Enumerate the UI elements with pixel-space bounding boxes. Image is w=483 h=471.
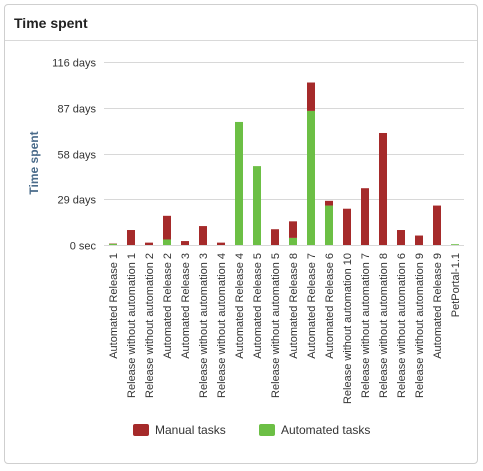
- y-tick-label: 87 days: [57, 104, 96, 116]
- bar-manual-tasks[interactable]: [289, 221, 297, 238]
- x-tick-label: Automated Release 7: [306, 253, 318, 359]
- x-tick-label: Release without automation 2: [144, 253, 156, 398]
- y-axis-label: Time spent: [27, 131, 41, 194]
- bar-manual-tasks[interactable]: [307, 83, 315, 111]
- y-tick-label: 58 days: [57, 150, 96, 162]
- bar-automated-tasks[interactable]: [289, 238, 297, 245]
- bar-manual-tasks[interactable]: [217, 243, 225, 245]
- bar-automated-tasks[interactable]: [307, 111, 315, 245]
- bar-manual-tasks[interactable]: [127, 230, 135, 245]
- bars: [109, 83, 459, 245]
- y-tick-label: 0 sec: [70, 241, 97, 253]
- legend: Manual tasks Automated tasks: [133, 423, 370, 437]
- y-tick-label: 29 days: [57, 195, 96, 207]
- bar-automated-tasks[interactable]: [451, 244, 459, 245]
- y-axis-ticks: 0 sec 29 days 58 days 87 days 116 days: [52, 58, 96, 253]
- x-axis-ticks: Automated Release 1 Release without autom…: [108, 253, 462, 404]
- x-tick-label: Release without automation 4: [216, 253, 228, 398]
- bar-manual-tasks[interactable]: [397, 230, 405, 245]
- x-tick-label: Release without automation 6: [396, 253, 408, 398]
- x-tick-label: Release without automation 9: [414, 253, 426, 398]
- legend-item[interactable]: Manual tasks: [155, 423, 226, 437]
- x-tick-label: Automated Release 5: [252, 253, 264, 359]
- x-tick-label: Automated Release 1: [108, 253, 120, 359]
- grid-lines: [104, 63, 464, 246]
- x-tick-label: Release without automation 7: [360, 253, 372, 398]
- bar-manual-tasks[interactable]: [325, 201, 333, 206]
- bar-automated-tasks[interactable]: [325, 206, 333, 245]
- x-tick-label: PetPortal-1.1: [450, 253, 462, 317]
- bar-manual-tasks[interactable]: [163, 216, 171, 240]
- bar-manual-tasks[interactable]: [199, 226, 207, 245]
- x-tick-label: Release without automation 10: [342, 253, 354, 404]
- x-tick-label: Automated Release 3: [180, 253, 192, 359]
- bar-automated-tasks[interactable]: [163, 239, 171, 245]
- x-tick-label: Automated Release 6: [324, 253, 336, 359]
- bar-manual-tasks[interactable]: [361, 188, 369, 245]
- bar-manual-tasks[interactable]: [343, 209, 351, 245]
- x-tick-label: Release without automation 5: [270, 253, 282, 398]
- x-tick-label: Automated Release 4: [234, 253, 246, 359]
- legend-item[interactable]: Automated tasks: [281, 423, 370, 437]
- bar-automated-tasks[interactable]: [109, 244, 117, 245]
- x-tick-label: Release without automation 3: [198, 253, 210, 398]
- legend-swatch[interactable]: [259, 424, 275, 436]
- bar-automated-tasks[interactable]: [235, 122, 243, 245]
- bar-manual-tasks[interactable]: [145, 243, 153, 245]
- bar-manual-tasks[interactable]: [379, 133, 387, 245]
- legend-swatch[interactable]: [133, 424, 149, 436]
- x-tick-label: Automated Release 8: [288, 253, 300, 359]
- bar-manual-tasks[interactable]: [433, 206, 441, 245]
- bar-manual-tasks[interactable]: [415, 236, 423, 245]
- bar-manual-tasks[interactable]: [271, 229, 279, 245]
- y-tick-label: 116 days: [52, 58, 96, 70]
- x-tick-label: Release without automation 1: [126, 253, 138, 398]
- x-tick-label: Release without automation 8: [378, 253, 390, 398]
- x-tick-label: Automated Release 2: [162, 253, 174, 359]
- x-tick-label: Automated Release 9: [432, 253, 444, 359]
- bar-manual-tasks[interactable]: [181, 241, 189, 245]
- bar-automated-tasks[interactable]: [253, 166, 261, 245]
